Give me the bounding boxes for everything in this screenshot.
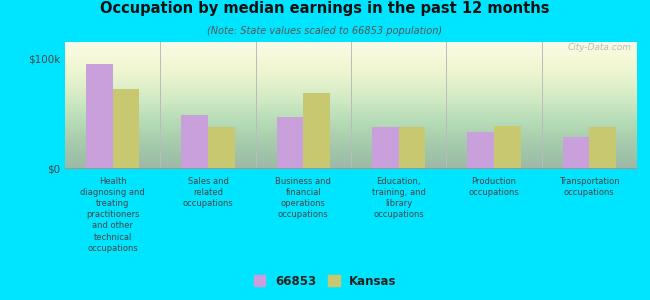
Text: Production
occupations: Production occupations bbox=[469, 177, 519, 197]
Bar bbox=[590, 128, 616, 168]
Text: Education,
training, and
library
occupations: Education, training, and library occupat… bbox=[372, 177, 426, 219]
Bar bbox=[277, 116, 304, 168]
Bar bbox=[86, 64, 112, 168]
Text: Sales and
related
occupations: Sales and related occupations bbox=[183, 177, 233, 208]
Text: Occupation by median earnings in the past 12 months: Occupation by median earnings in the pas… bbox=[100, 2, 550, 16]
Bar bbox=[208, 128, 235, 168]
Bar bbox=[467, 132, 494, 168]
Text: (Note: State values scaled to 66853 population): (Note: State values scaled to 66853 popu… bbox=[207, 26, 443, 35]
Bar bbox=[398, 128, 425, 168]
Bar bbox=[181, 116, 208, 168]
Text: Transportation
occupations: Transportation occupations bbox=[559, 177, 619, 197]
Text: City-Data.com: City-Data.com bbox=[567, 43, 631, 52]
Bar bbox=[563, 137, 590, 168]
Bar bbox=[304, 94, 330, 168]
Bar bbox=[372, 128, 398, 168]
Text: Business and
financial
operations
occupations: Business and financial operations occupa… bbox=[276, 177, 332, 219]
Legend: 66853, Kansas: 66853, Kansas bbox=[250, 271, 400, 291]
Bar bbox=[494, 126, 521, 168]
Bar bbox=[112, 89, 139, 168]
Text: Health
diagnosing and
treating
practitioners
and other
technical
occupations: Health diagnosing and treating practitio… bbox=[81, 177, 145, 253]
